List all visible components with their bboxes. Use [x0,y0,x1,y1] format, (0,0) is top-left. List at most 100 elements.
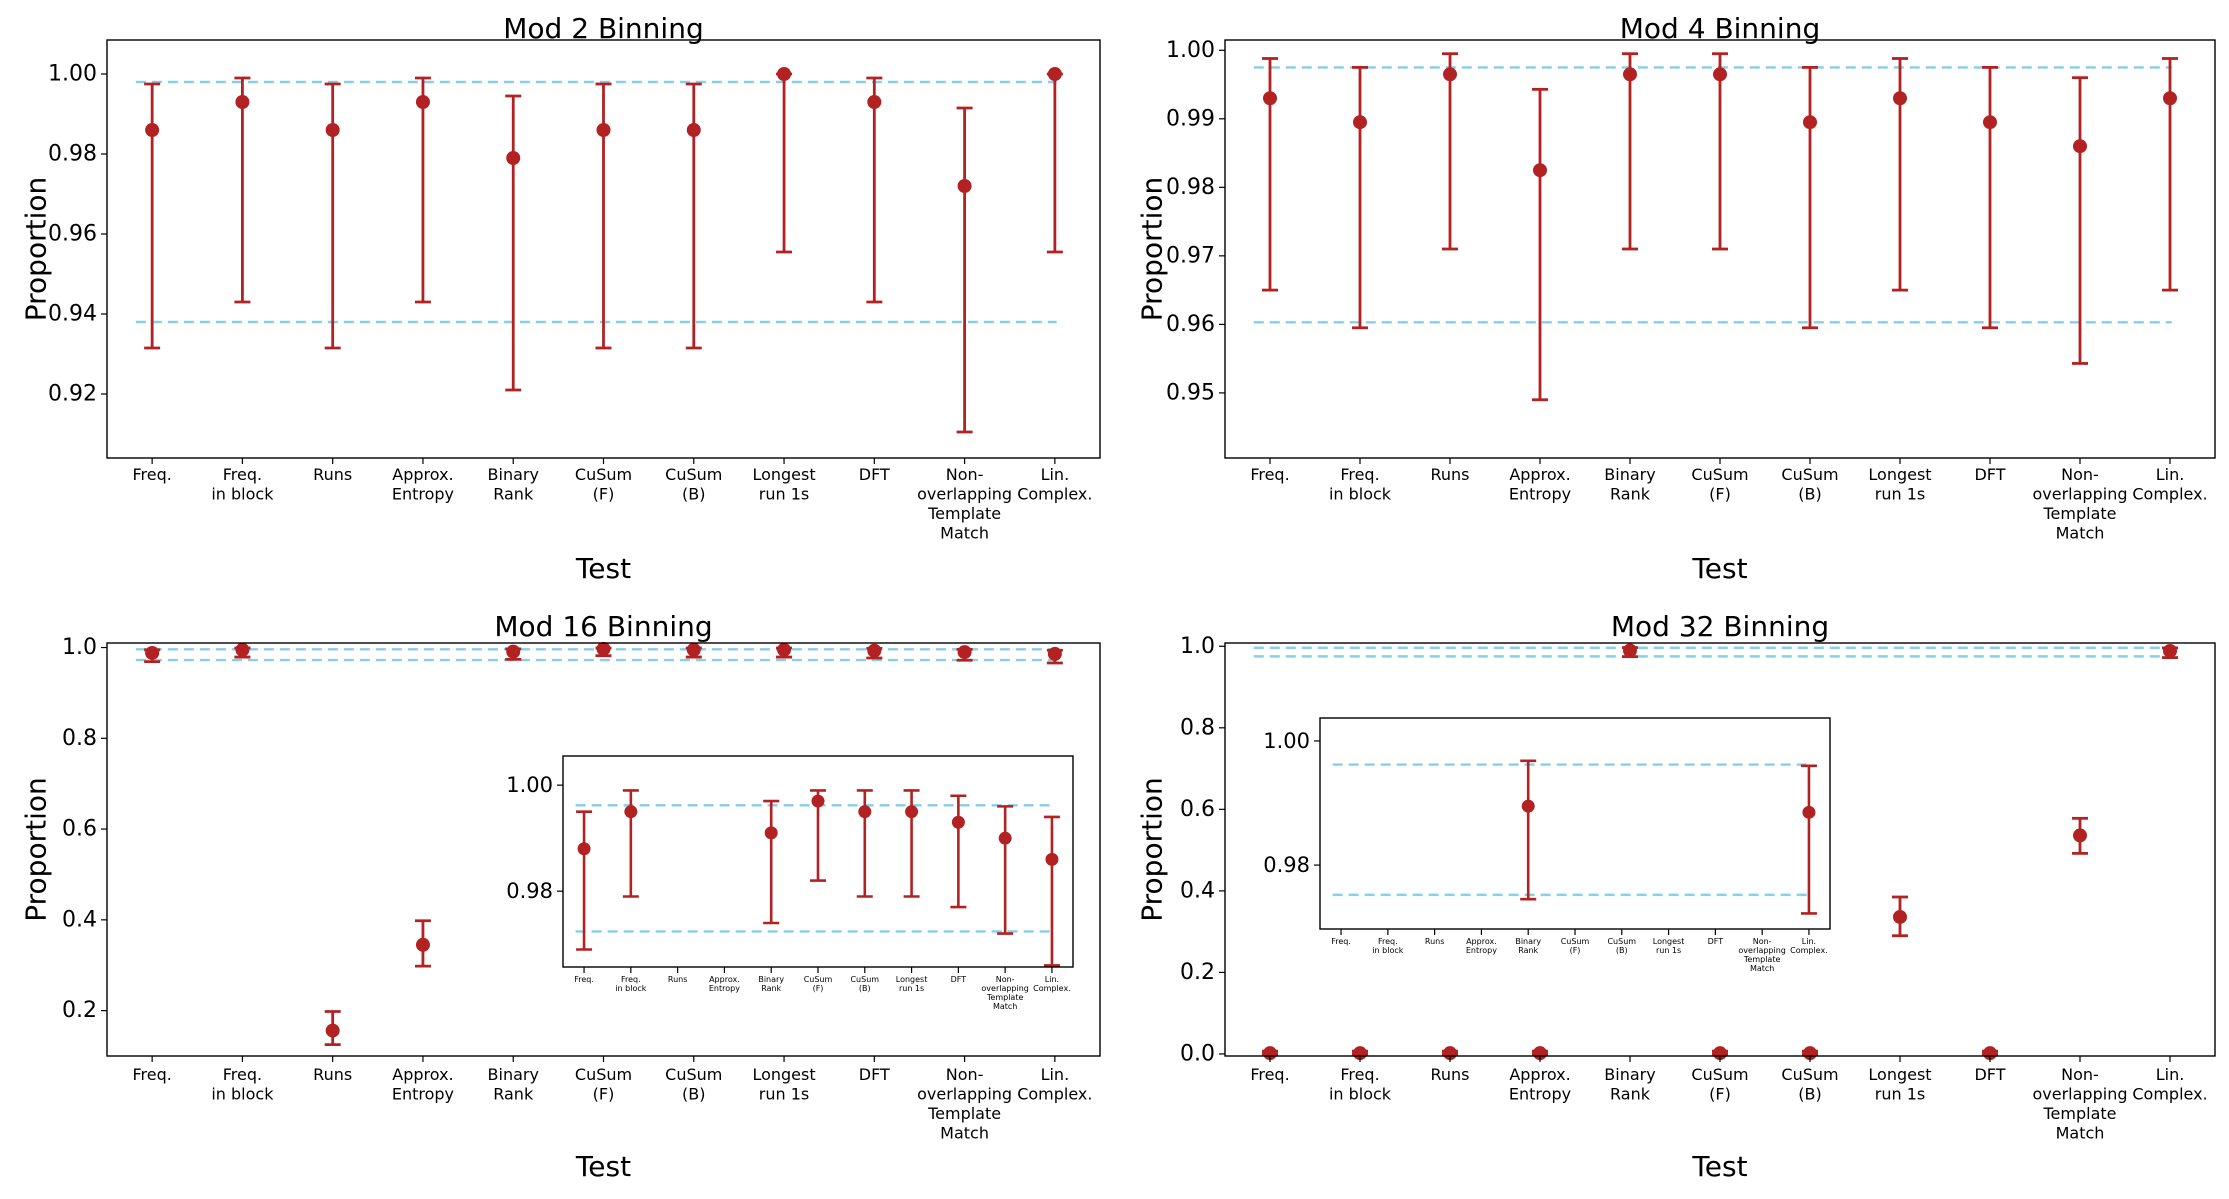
panels: Mod 2 BinningTestProportion0.920.940.960… [20,12,2216,1183]
mod16-category-label-8: DFT [859,1065,890,1084]
mod4-data-point-2 [1443,67,1457,82]
inset-mod16-errorbar-7 [903,789,920,898]
mod16-category-label-4: Binary Rank [488,1065,539,1104]
inset-mod32-errorbar-10 [1800,764,1817,915]
inset-mod16-ytick-label-0: 0.98 [506,879,553,903]
inset-mod16-data-point-7 [905,805,919,819]
mod16-ytick-label-4: 1.0 [62,635,97,660]
mod2-data-point-9 [957,179,972,193]
inset-mod32-errorbar-4 [1520,759,1537,901]
mod16-category-label-0: Freq. [132,1065,171,1084]
mod4-errorbar-2 [1442,52,1458,251]
mod4-errorbar-3 [1532,87,1548,402]
inset-mod16-data-point-1 [624,805,638,819]
mod4-ytick-label-0: 0.95 [1166,380,1215,405]
mod2-errorbar-10 [1046,67,1063,254]
inset-mod32-category-label-8: DFT [1708,937,1724,946]
mod32-category-label-6: CuSum (B) [1781,1065,1838,1104]
mod16-data-point-9 [957,645,972,660]
mod32-category-label-0: Freq. [1250,1065,1289,1084]
inset-mod16-category-label-7: Longest run 1s [896,975,928,993]
inset-mod32-category-label-2: Runs [1425,937,1445,946]
chart-title-mod16: Mod 16 Binning [494,610,712,643]
mod4-errorbar-8 [1982,66,1998,330]
mod2-data-point-10 [1047,67,1062,81]
chart-mod4: Mod 4 BinningTestProportion0.950.960.970… [1136,12,2216,585]
inset-mod32-data-point-4 [1521,799,1535,813]
mod4-data-point-6 [1803,115,1817,130]
mod16-errorbar-3 [414,919,431,968]
mod16-ytick-label-3: 0.8 [62,726,97,751]
mod4-category-label-2: Runs [1430,465,1469,484]
mod32-category-label-9: Non-overlapping Template Match [2033,1065,2128,1143]
inset-mod32: 0.98 1.00 Freq. Freq. in block Runs Approx. Ent… [1263,717,1831,973]
mod2-data-point-8 [867,95,882,109]
inset-mod16-errorbar-1 [622,789,639,898]
mod16-category-label-10: Lin. Complex. [1017,1065,1092,1104]
mod16-errorbar-7 [776,642,793,659]
mod4-data-point-5 [1713,67,1727,82]
mod16-category-label-3: Approx. Entropy [392,1065,454,1104]
mod2-data-point-1 [235,95,250,109]
mod2-errorbar-7 [776,67,793,254]
mod4-category-label-6: CuSum (B) [1781,465,1838,504]
inset-mod32-data-point-10 [1802,805,1816,819]
inset-mod16-category-label-10: Lin. Complex. [1033,975,1071,993]
inset-mod32-background [1320,718,1830,929]
mod4-ytick-label-1: 0.96 [1166,312,1215,337]
inset-mod16-errorbar-6 [856,789,873,898]
mod16-errorbar-0 [144,645,161,664]
mod4-errorbar-5 [1712,52,1728,251]
mod4-category-label-4: Binary Rank [1604,465,1655,504]
mod2-category-label-2: Runs [313,465,352,484]
mod4-category-label-5: CuSum (F) [1691,465,1748,504]
inset-mod16-category-label-4: Binary Rank [758,975,784,993]
mod32-category-label-8: DFT [1974,1065,2005,1084]
inset-mod32-category-label-6: CuSum (B) [1607,937,1636,955]
mod4-category-label-8: DFT [1974,465,2005,484]
inset-mod16-category-label-5: CuSum (F) [804,975,833,993]
mod32-category-label-10: Lin. Complex. [2132,1065,2207,1104]
mod4-data-point-10 [2163,91,2177,106]
mod32-category-label-2: Runs [1430,1065,1469,1084]
mod2-category-label-6: CuSum (B) [665,465,722,504]
mod16-ytick-label-1: 0.4 [62,907,97,932]
mod4-errorbar-10 [2162,57,2178,292]
mod32-data-point-9 [2073,828,2087,843]
mod32-ytick-label-0: 0.0 [1180,1041,1215,1066]
y-axis-label-mod16: Proportion [20,777,53,921]
mod16-data-point-4 [506,644,521,659]
mod16-data-point-5 [596,641,611,656]
mod32-data [1253,643,2178,1061]
inset-mod32-category-label-0: Freq. [1331,937,1351,946]
mod2-category-label-9: Non-overlapping Template Match [917,465,1012,543]
inset-mod32-data [1332,759,1817,915]
mod32-errorbar-10 [2162,643,2178,659]
mod16-ytick-label-2: 0.6 [62,817,97,842]
mod32-ytick-label-1: 0.2 [1180,960,1215,985]
mod4-category-label-7: Longest run 1s [1868,465,1931,504]
mod2-errorbar-5 [595,82,612,350]
mod32-errorbar-9 [2072,816,2088,855]
mod32-errorbar-7 [1892,895,1908,938]
chart-mod32: Mod 32 Binning Test Proportion 0.0 0.2 0.4 0.6… [1136,610,2216,1183]
inset-mod16-errorbar-10 [1043,815,1060,967]
inset-mod32-category-label-4: Binary Rank [1515,937,1541,955]
inset-mod16-data-point-6 [858,805,872,819]
mod2-data-point-5 [596,123,611,137]
mod32-data-point-7 [1893,909,1907,924]
mod16-category-label-9: Non-overlapping Template Match [917,1065,1012,1143]
mod32-category-label-5: CuSum (F) [1691,1065,1748,1104]
inset-mod16-category-label-8: DFT [951,975,967,984]
mod4-data-point-1 [1353,115,1367,130]
mod4-errorbar-6 [1802,66,1818,330]
mod16-errorbar-2 [324,1010,341,1047]
mod2-ytick-label-4: 1.00 [48,62,97,87]
inset-mod16-category-label-1: Freq. in block [615,975,646,993]
x-axis-label-mod2: Test [575,552,631,585]
mod32-errorbar-4 [1622,643,1638,659]
inset-mod32-category-label-10: Lin. Complex. [1790,937,1828,955]
mod2-ytick-label-1: 0.94 [48,302,97,327]
